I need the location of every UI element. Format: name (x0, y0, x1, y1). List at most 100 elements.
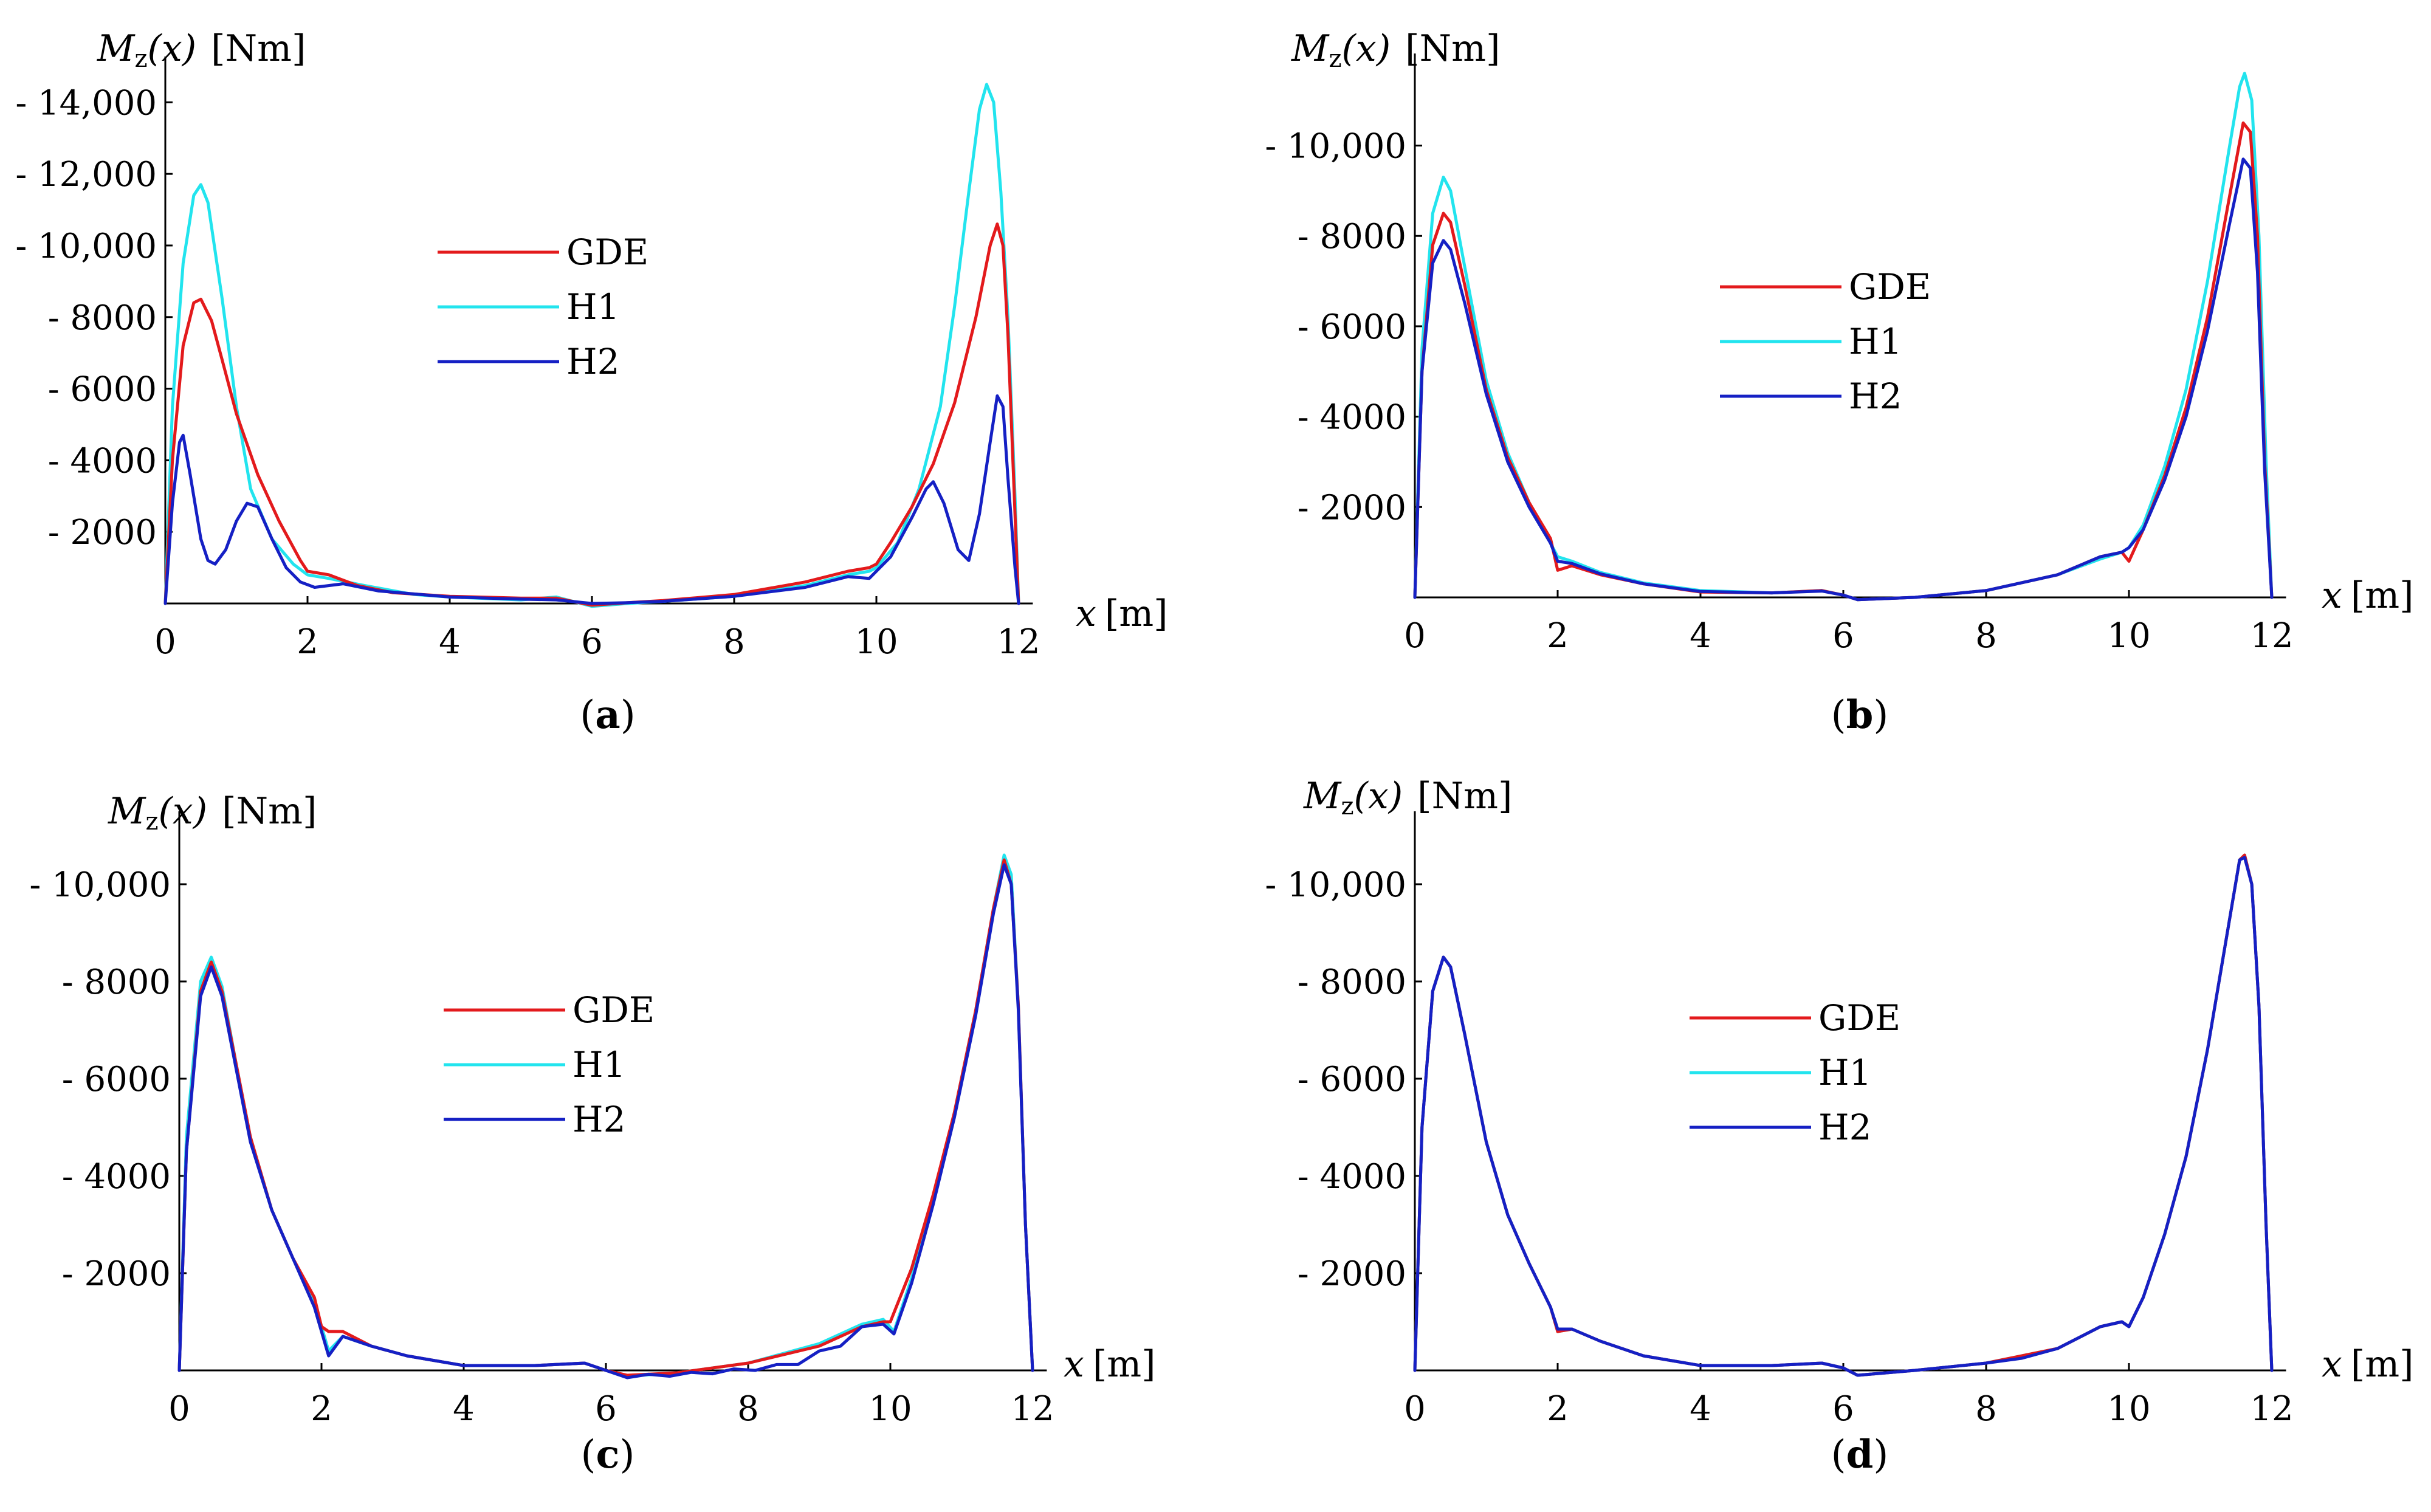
y-axis-label: Mz(x) [Nm] (97, 27, 306, 73)
x-label-var: x (2322, 1343, 2342, 1386)
x-tick-label: 2 (311, 1389, 332, 1429)
x-tick-label: 12 (1011, 1389, 1054, 1429)
legend-label-h1: H1 (1849, 321, 1902, 362)
series-line-h2 (1413, 856, 2274, 1377)
x-tick-label: 8 (737, 1389, 759, 1429)
y-tick-label: - 4000 (1298, 1157, 1406, 1197)
y-tick-label: - 2000 (1298, 1254, 1406, 1294)
chart-panel-d: 0 2 4 6 8 10 12 - 2000 - 4000 - 6000 - 8000 - 10,00… (1265, 775, 2413, 1477)
series-line-gde (163, 222, 1020, 607)
y-label-arg: (x) (1354, 775, 1403, 817)
y-label-subscript: z (1341, 792, 1353, 820)
legend-label-h2: H2 (566, 341, 619, 382)
x-axis-label: x [m] (2322, 574, 2414, 617)
y-label-subscript: z (145, 808, 158, 836)
panel-caption: (d) (1831, 1432, 1889, 1477)
x-tick-label: 2 (1547, 1389, 1569, 1429)
y-label-unit: [Nm] (222, 790, 317, 833)
y-tick-label: - 6000 (1298, 308, 1406, 347)
x-tick-label: 10 (2107, 1389, 2150, 1429)
caption-letter: a (595, 692, 620, 738)
legend-label-h1: H1 (566, 286, 619, 328)
y-tick-label: - 6000 (1298, 1060, 1406, 1099)
caption-paren-open: ( (1831, 1432, 1846, 1477)
x-tick-label: 8 (1975, 616, 1997, 656)
legend-label-h2: H2 (1818, 1107, 1871, 1148)
y-tick-label: - 10,000 (1265, 865, 1406, 905)
x-axis-label: x [m] (1076, 593, 1168, 635)
x-tick-label: 8 (723, 622, 745, 662)
y-label-unit: [Nm] (1405, 27, 1500, 70)
legend-label-h1: H1 (573, 1044, 625, 1085)
x-tick-label: 6 (1832, 1389, 1854, 1429)
caption-letter: b (1846, 692, 1874, 738)
x-tick-label: 0 (1404, 616, 1426, 656)
x-tick-label: 6 (1832, 616, 1854, 656)
y-axis-label: Mz(x) [Nm] (108, 790, 317, 836)
x-tick-label: 0 (1404, 1389, 1426, 1429)
x-label-unit: [m] (1093, 1343, 1156, 1386)
y-tick-label: - 8000 (62, 963, 171, 1002)
y-tick-label: - 6000 (62, 1060, 171, 1099)
y-tick-label: - 2000 (48, 513, 157, 552)
y-tick-label: - 14,000 (15, 83, 157, 123)
x-tick-label: 0 (168, 1389, 190, 1429)
y-tick-label: - 4000 (1298, 398, 1406, 438)
y-tick-label: - 4000 (48, 441, 157, 481)
panel-caption: (a) (580, 692, 635, 738)
x-label-unit: [m] (2351, 574, 2414, 617)
panel-caption: (b) (1831, 692, 1889, 738)
legend-label-h2: H2 (573, 1099, 625, 1140)
x-tick-label: 6 (595, 1389, 617, 1429)
caption-paren-close: ) (621, 693, 636, 738)
legend-label-gde: GDE (1818, 997, 1900, 1039)
x-axis-label: x [m] (1064, 1343, 1156, 1386)
series-line-h2 (177, 863, 1034, 1380)
caption-paren-open: ( (1831, 693, 1846, 738)
caption-letter: d (1846, 1432, 1874, 1477)
legend-label-gde: GDE (1849, 266, 1931, 308)
x-label-unit: [m] (1105, 593, 1168, 635)
series-line-h2 (163, 394, 1020, 605)
x-tick-label: 2 (297, 622, 318, 662)
x-tick-label: 10 (868, 1389, 912, 1429)
y-tick-label: - 4000 (62, 1157, 171, 1197)
y-tick-label: - 12,000 (15, 155, 157, 194)
caption-paren-open: ( (581, 1432, 596, 1477)
y-label-arg: (x) (1342, 27, 1391, 70)
y-label-symbol: M (108, 790, 146, 833)
chart-panel-b: 0 2 4 6 8 10 12 - 2000 - 4000 - 6000 - 8000 - 10,00… (1265, 27, 2413, 738)
chart-panel-a: 0 2 4 6 8 10 12 - 2000 - 4000 - 6000 - 8000 - 10,00… (15, 27, 1167, 738)
x-axis-label: x [m] (2322, 1343, 2414, 1386)
y-label-symbol: M (1303, 775, 1342, 817)
y-tick-label: - 6000 (48, 370, 157, 410)
x-tick-label: 12 (2250, 616, 2293, 656)
series-line-h2 (1413, 157, 2274, 602)
y-tick-label: - 2000 (62, 1254, 171, 1294)
caption-paren-close: ) (619, 1432, 634, 1477)
y-label-arg: (x) (159, 790, 208, 833)
x-label-var: x (1064, 1343, 1084, 1386)
x-tick-label: 12 (2250, 1389, 2293, 1429)
series-line-h1 (1413, 72, 2274, 602)
y-tick-label: - 2000 (1298, 488, 1406, 527)
y-tick-label: - 10,000 (1265, 127, 1406, 167)
x-tick-label: 12 (997, 622, 1040, 662)
x-tick-label: 10 (854, 622, 898, 662)
y-tick-label: - 8000 (48, 298, 157, 338)
y-label-unit: [Nm] (1417, 775, 1512, 817)
caption-letter: c (596, 1432, 620, 1477)
y-label-unit: [Nm] (211, 27, 306, 70)
y-axis-label: Mz(x) [Nm] (1291, 27, 1500, 73)
y-axis-label: Mz(x) [Nm] (1303, 775, 1512, 820)
y-tick-label: - 8000 (1298, 963, 1406, 1002)
legend-label-h2: H2 (1849, 376, 1902, 417)
caption-paren-open: ( (580, 693, 595, 738)
y-label-arg: (x) (148, 27, 197, 70)
y-tick-label: - 8000 (1298, 217, 1406, 256)
legend-label-gde: GDE (573, 989, 655, 1031)
x-tick-label: 4 (1690, 1389, 1711, 1429)
caption-paren-close: ) (1873, 693, 1888, 738)
legend-label-gde: GDE (566, 232, 648, 273)
